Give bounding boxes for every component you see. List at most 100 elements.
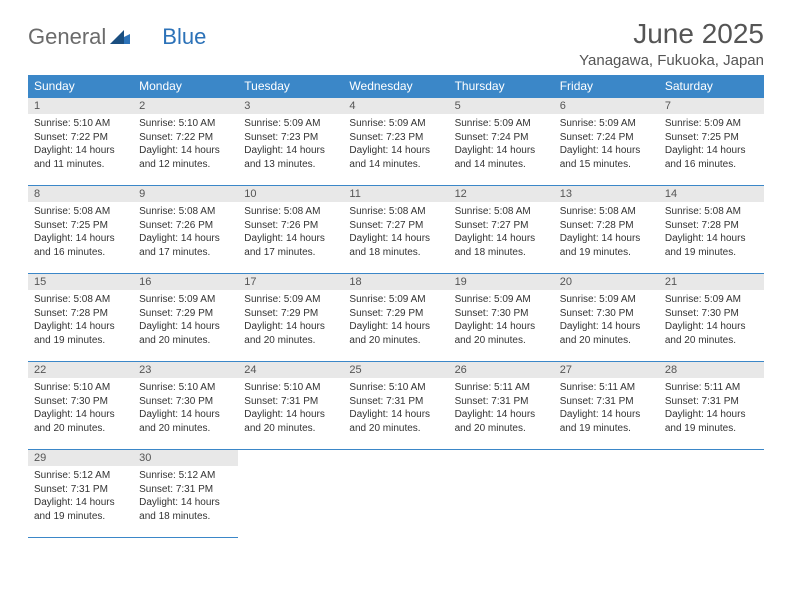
day-details: Sunrise: 5:10 AMSunset: 7:22 PMDaylight:… (28, 114, 133, 176)
day-cell: 25Sunrise: 5:10 AMSunset: 7:31 PMDayligh… (343, 362, 448, 450)
day-header: Sunday (28, 75, 133, 98)
logo-text-1: General (28, 24, 106, 50)
day-number: 28 (659, 362, 764, 378)
day-cell: 13Sunrise: 5:08 AMSunset: 7:28 PMDayligh… (554, 186, 659, 274)
day-header: Wednesday (343, 75, 448, 98)
day-cell (554, 450, 659, 538)
day-number: 1 (28, 98, 133, 114)
day-number: 15 (28, 274, 133, 290)
day-cell: 18Sunrise: 5:09 AMSunset: 7:29 PMDayligh… (343, 274, 448, 362)
day-header-row: Sunday Monday Tuesday Wednesday Thursday… (28, 75, 764, 98)
day-cell: 24Sunrise: 5:10 AMSunset: 7:31 PMDayligh… (238, 362, 343, 450)
day-header: Tuesday (238, 75, 343, 98)
day-number: 25 (343, 362, 448, 378)
day-details: Sunrise: 5:09 AMSunset: 7:29 PMDaylight:… (238, 290, 343, 352)
day-details: Sunrise: 5:10 AMSunset: 7:30 PMDaylight:… (28, 378, 133, 440)
day-number: 21 (659, 274, 764, 290)
day-cell: 15Sunrise: 5:08 AMSunset: 7:28 PMDayligh… (28, 274, 133, 362)
day-details: Sunrise: 5:11 AMSunset: 7:31 PMDaylight:… (554, 378, 659, 440)
logo-icon (110, 24, 130, 50)
day-cell: 21Sunrise: 5:09 AMSunset: 7:30 PMDayligh… (659, 274, 764, 362)
day-cell: 3Sunrise: 5:09 AMSunset: 7:23 PMDaylight… (238, 98, 343, 186)
day-cell: 2Sunrise: 5:10 AMSunset: 7:22 PMDaylight… (133, 98, 238, 186)
day-cell: 28Sunrise: 5:11 AMSunset: 7:31 PMDayligh… (659, 362, 764, 450)
day-details: Sunrise: 5:08 AMSunset: 7:28 PMDaylight:… (28, 290, 133, 352)
day-header: Friday (554, 75, 659, 98)
week-row: 8Sunrise: 5:08 AMSunset: 7:25 PMDaylight… (28, 186, 764, 274)
day-number: 10 (238, 186, 343, 202)
day-number: 22 (28, 362, 133, 378)
day-details: Sunrise: 5:09 AMSunset: 7:30 PMDaylight:… (554, 290, 659, 352)
day-details: Sunrise: 5:12 AMSunset: 7:31 PMDaylight:… (133, 466, 238, 528)
logo-text-2: Blue (162, 24, 206, 50)
day-cell: 10Sunrise: 5:08 AMSunset: 7:26 PMDayligh… (238, 186, 343, 274)
day-cell: 14Sunrise: 5:08 AMSunset: 7:28 PMDayligh… (659, 186, 764, 274)
week-row: 22Sunrise: 5:10 AMSunset: 7:30 PMDayligh… (28, 362, 764, 450)
day-cell: 8Sunrise: 5:08 AMSunset: 7:25 PMDaylight… (28, 186, 133, 274)
week-row: 29Sunrise: 5:12 AMSunset: 7:31 PMDayligh… (28, 450, 764, 538)
day-details: Sunrise: 5:08 AMSunset: 7:28 PMDaylight:… (659, 202, 764, 264)
day-details: Sunrise: 5:09 AMSunset: 7:30 PMDaylight:… (449, 290, 554, 352)
day-number: 3 (238, 98, 343, 114)
day-number: 16 (133, 274, 238, 290)
day-cell: 16Sunrise: 5:09 AMSunset: 7:29 PMDayligh… (133, 274, 238, 362)
logo: General Blue (28, 18, 206, 50)
day-cell (238, 450, 343, 538)
calendar-body: 1Sunrise: 5:10 AMSunset: 7:22 PMDaylight… (28, 98, 764, 538)
day-details: Sunrise: 5:09 AMSunset: 7:29 PMDaylight:… (133, 290, 238, 352)
day-number: 30 (133, 450, 238, 466)
day-details: Sunrise: 5:08 AMSunset: 7:25 PMDaylight:… (28, 202, 133, 264)
day-number: 8 (28, 186, 133, 202)
day-cell: 7Sunrise: 5:09 AMSunset: 7:25 PMDaylight… (659, 98, 764, 186)
day-number: 5 (449, 98, 554, 114)
day-cell: 1Sunrise: 5:10 AMSunset: 7:22 PMDaylight… (28, 98, 133, 186)
month-title: June 2025 (579, 18, 764, 50)
day-details: Sunrise: 5:09 AMSunset: 7:23 PMDaylight:… (343, 114, 448, 176)
day-cell: 11Sunrise: 5:08 AMSunset: 7:27 PMDayligh… (343, 186, 448, 274)
day-cell: 9Sunrise: 5:08 AMSunset: 7:26 PMDaylight… (133, 186, 238, 274)
day-cell: 17Sunrise: 5:09 AMSunset: 7:29 PMDayligh… (238, 274, 343, 362)
day-header: Saturday (659, 75, 764, 98)
day-number: 18 (343, 274, 448, 290)
day-details: Sunrise: 5:11 AMSunset: 7:31 PMDaylight:… (659, 378, 764, 440)
day-details: Sunrise: 5:12 AMSunset: 7:31 PMDaylight:… (28, 466, 133, 528)
day-cell (343, 450, 448, 538)
day-number: 29 (28, 450, 133, 466)
day-details: Sunrise: 5:09 AMSunset: 7:23 PMDaylight:… (238, 114, 343, 176)
day-details: Sunrise: 5:09 AMSunset: 7:30 PMDaylight:… (659, 290, 764, 352)
day-cell: 22Sunrise: 5:10 AMSunset: 7:30 PMDayligh… (28, 362, 133, 450)
day-details: Sunrise: 5:08 AMSunset: 7:26 PMDaylight:… (238, 202, 343, 264)
day-details: Sunrise: 5:09 AMSunset: 7:29 PMDaylight:… (343, 290, 448, 352)
day-details: Sunrise: 5:10 AMSunset: 7:30 PMDaylight:… (133, 378, 238, 440)
day-number: 19 (449, 274, 554, 290)
day-number: 17 (238, 274, 343, 290)
day-number: 13 (554, 186, 659, 202)
day-number: 23 (133, 362, 238, 378)
day-details: Sunrise: 5:09 AMSunset: 7:25 PMDaylight:… (659, 114, 764, 176)
day-header: Thursday (449, 75, 554, 98)
day-number: 26 (449, 362, 554, 378)
day-details: Sunrise: 5:08 AMSunset: 7:26 PMDaylight:… (133, 202, 238, 264)
day-cell: 29Sunrise: 5:12 AMSunset: 7:31 PMDayligh… (28, 450, 133, 538)
page-header: General Blue June 2025 Yanagawa, Fukuoka… (28, 18, 764, 69)
title-block: June 2025 Yanagawa, Fukuoka, Japan (579, 18, 764, 69)
day-number: 9 (133, 186, 238, 202)
day-details: Sunrise: 5:10 AMSunset: 7:31 PMDaylight:… (343, 378, 448, 440)
day-cell: 19Sunrise: 5:09 AMSunset: 7:30 PMDayligh… (449, 274, 554, 362)
day-details: Sunrise: 5:08 AMSunset: 7:28 PMDaylight:… (554, 202, 659, 264)
day-number: 24 (238, 362, 343, 378)
day-cell (659, 450, 764, 538)
day-number: 14 (659, 186, 764, 202)
day-details: Sunrise: 5:08 AMSunset: 7:27 PMDaylight:… (449, 202, 554, 264)
day-cell: 27Sunrise: 5:11 AMSunset: 7:31 PMDayligh… (554, 362, 659, 450)
day-number: 20 (554, 274, 659, 290)
week-row: 1Sunrise: 5:10 AMSunset: 7:22 PMDaylight… (28, 98, 764, 186)
day-number: 12 (449, 186, 554, 202)
day-cell: 12Sunrise: 5:08 AMSunset: 7:27 PMDayligh… (449, 186, 554, 274)
calendar-table: Sunday Monday Tuesday Wednesday Thursday… (28, 75, 764, 538)
day-cell: 26Sunrise: 5:11 AMSunset: 7:31 PMDayligh… (449, 362, 554, 450)
day-cell: 30Sunrise: 5:12 AMSunset: 7:31 PMDayligh… (133, 450, 238, 538)
day-details: Sunrise: 5:09 AMSunset: 7:24 PMDaylight:… (449, 114, 554, 176)
day-number: 7 (659, 98, 764, 114)
day-cell: 23Sunrise: 5:10 AMSunset: 7:30 PMDayligh… (133, 362, 238, 450)
